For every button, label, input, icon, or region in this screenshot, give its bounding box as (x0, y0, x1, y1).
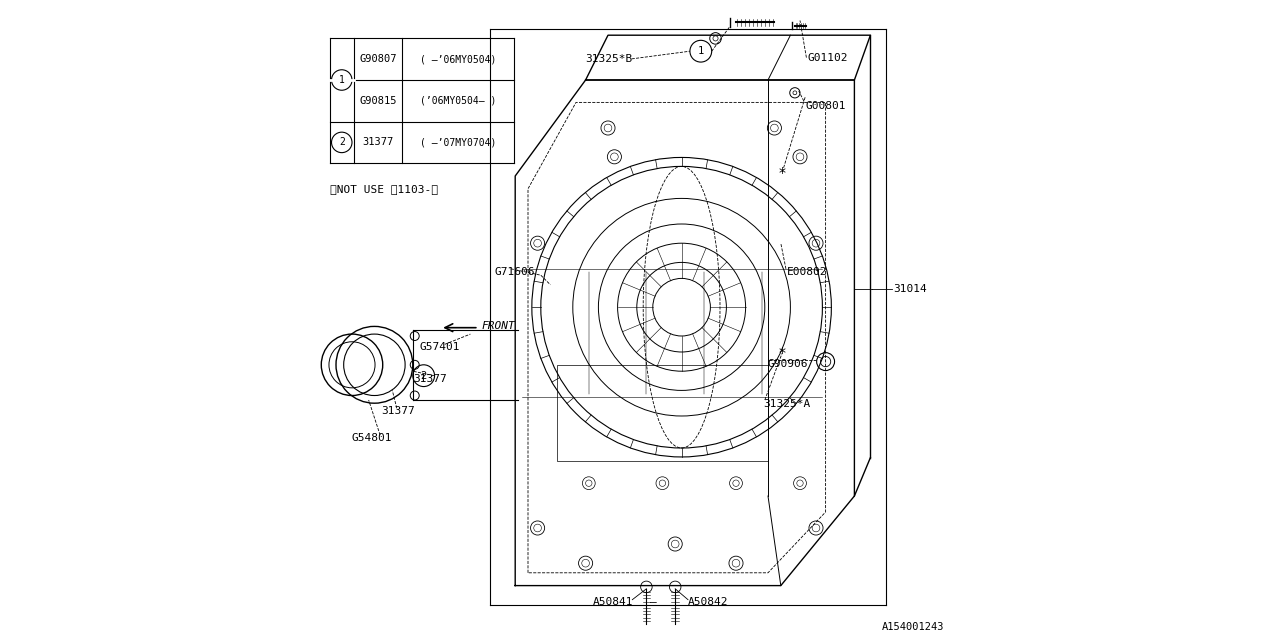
Text: 31377: 31377 (381, 406, 415, 416)
Text: FRONT: FRONT (481, 321, 515, 332)
Bar (557, 365, 768, 461)
Text: 31325*B: 31325*B (585, 54, 632, 64)
Text: A154001243: A154001243 (882, 622, 945, 632)
Text: A50841: A50841 (593, 596, 634, 607)
Text: 1: 1 (698, 46, 704, 56)
Text: G90815: G90815 (360, 96, 397, 106)
Text: 31377: 31377 (362, 138, 393, 147)
Text: ( –’07MY0704): ( –’07MY0704) (420, 138, 497, 147)
Text: 2: 2 (339, 138, 344, 147)
Text: 1: 1 (339, 75, 344, 85)
Text: (’06MY0504– ): (’06MY0504– ) (420, 96, 497, 106)
Text: G71606: G71606 (494, 267, 535, 277)
Text: *: * (778, 346, 786, 360)
Text: G90807: G90807 (360, 54, 397, 64)
Text: *: * (778, 166, 786, 180)
Text: ( –’06MY0504): ( –’06MY0504) (420, 54, 497, 64)
Text: G54801: G54801 (352, 433, 393, 443)
Text: 31377: 31377 (412, 374, 447, 384)
Text: G00801: G00801 (805, 100, 846, 111)
Text: G57401: G57401 (420, 342, 460, 352)
Text: G90906: G90906 (768, 358, 809, 369)
Text: 2: 2 (421, 371, 426, 381)
Text: 31014: 31014 (893, 284, 927, 294)
Text: 31325*A: 31325*A (763, 399, 810, 410)
Text: E00802: E00802 (787, 267, 828, 277)
Text: ※NOT USE 〈1103-〉: ※NOT USE 〈1103-〉 (330, 184, 438, 194)
Text: A50842: A50842 (689, 596, 728, 607)
Text: G01102: G01102 (808, 52, 849, 63)
Text: —: — (650, 596, 657, 607)
